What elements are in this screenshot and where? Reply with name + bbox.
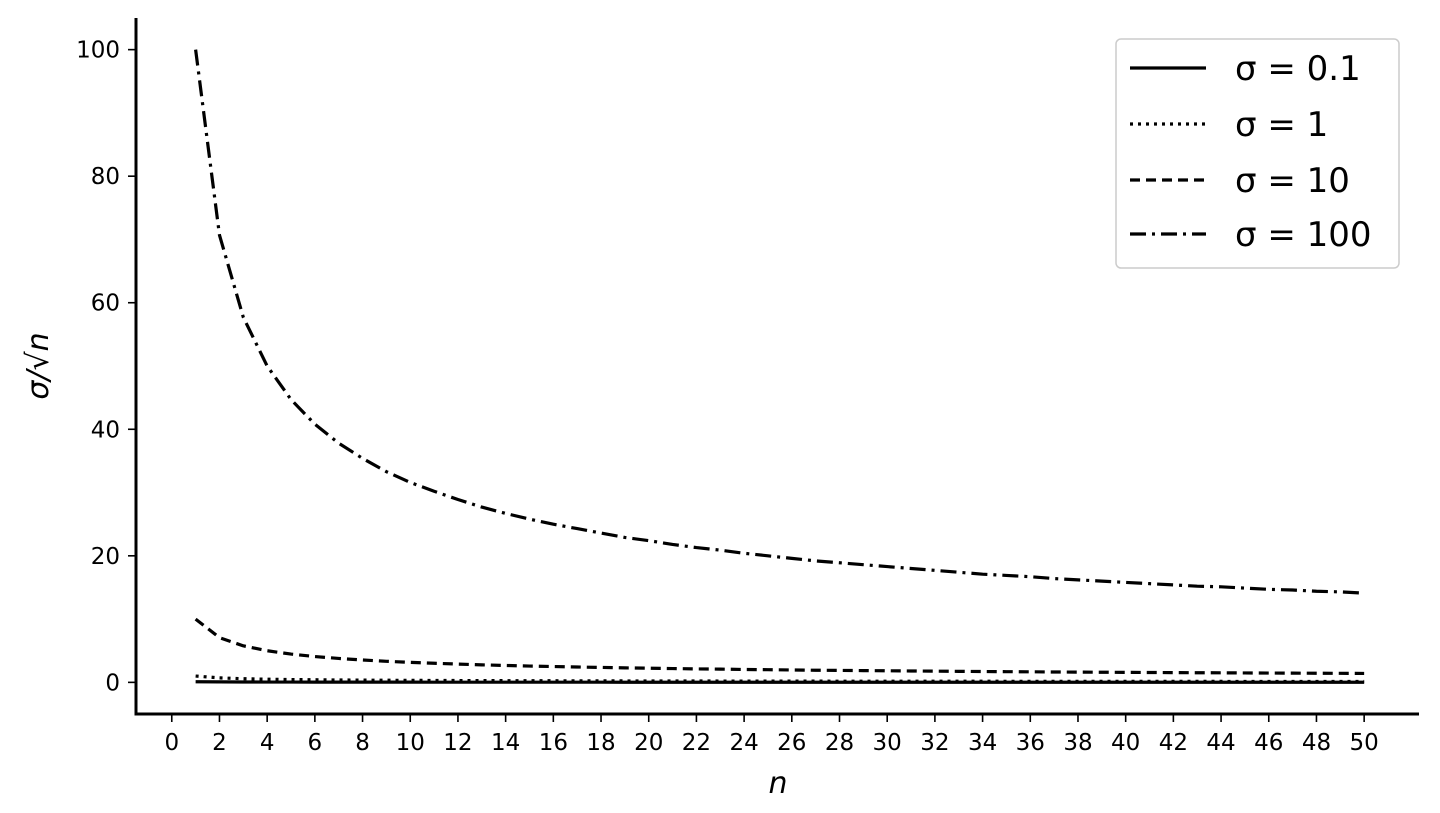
y-tick-label: 80 <box>91 164 120 190</box>
legend-label-3: σ = 100 <box>1235 215 1372 255</box>
y-tick-label: 40 <box>91 417 120 443</box>
x-tick-label: 4 <box>260 730 275 756</box>
y-tick-label: 100 <box>76 38 120 64</box>
x-tick-label: 40 <box>1111 730 1140 756</box>
series-line-1 <box>195 674 1365 684</box>
x-ticks: 0 2 4 6 8 10 12 14 16 18 20 22 24 26 28 30 32 34 36 38 40 42 4… <box>164 714 1379 756</box>
x-tick-label: 14 <box>491 730 520 756</box>
x-tick-label: 10 <box>396 730 425 756</box>
x-tick-label: 16 <box>539 730 568 756</box>
x-tick-label: 12 <box>443 730 472 756</box>
axes <box>134 18 1419 716</box>
legend-label-2: σ = 10 <box>1235 161 1350 201</box>
x-tick-label: 28 <box>825 730 854 756</box>
series-layer <box>194 49 1365 684</box>
x-tick-label: 0 <box>164 730 179 756</box>
x-tick-label: 6 <box>308 730 323 756</box>
x-tick-label: 20 <box>634 730 663 756</box>
x-tick-label: 22 <box>682 730 711 756</box>
x-tick-label: 44 <box>1206 730 1235 756</box>
y-tick-label: 20 <box>91 544 120 570</box>
x-tick-label: 42 <box>1159 730 1188 756</box>
legend: σ = 0.1 σ = 1 σ = 10 σ = 100 <box>1115 38 1400 269</box>
series-line-2 <box>194 617 1365 676</box>
x-tick-label: 30 <box>873 730 902 756</box>
legend-frame <box>1115 38 1400 269</box>
x-tick-label: 8 <box>355 730 370 756</box>
x-tick-label: 18 <box>586 730 615 756</box>
x-axis-label: n <box>768 766 787 801</box>
y-ticks: 0 20 40 60 80 100 <box>76 38 136 696</box>
x-tick-label: 46 <box>1254 730 1283 756</box>
x-tick-label: 50 <box>1350 730 1379 756</box>
x-tick-label: 24 <box>729 730 758 756</box>
x-tick-label: 36 <box>1016 730 1045 756</box>
y-tick-label: 60 <box>91 291 120 317</box>
series-line-3 <box>194 49 1365 595</box>
x-tick-label: 26 <box>777 730 806 756</box>
x-tick-label: 32 <box>920 730 949 756</box>
x-tick-label: 38 <box>1063 730 1092 756</box>
x-tick-label: 2 <box>212 730 227 756</box>
y-axis-label: σ/√n <box>21 332 56 399</box>
x-tick-label: 34 <box>968 730 997 756</box>
y-tick-label: 0 <box>105 670 120 696</box>
x-tick-label: 48 <box>1302 730 1331 756</box>
legend-label-1: σ = 1 <box>1235 105 1328 145</box>
legend-label-0: σ = 0.1 <box>1235 49 1361 89</box>
